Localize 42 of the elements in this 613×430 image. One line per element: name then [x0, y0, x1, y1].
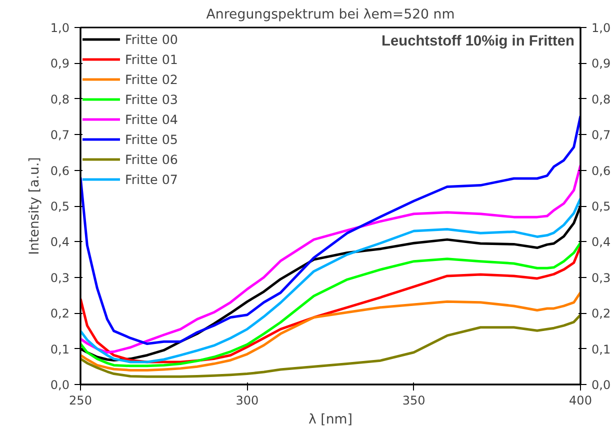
line-series	[80, 314, 580, 378]
x-tick-label: 250	[69, 394, 92, 408]
line-series	[80, 291, 580, 372]
x-tick-label: 300	[236, 394, 259, 408]
legend-label: Fritte 07	[125, 172, 178, 186]
x-tick-label: 400	[569, 394, 592, 408]
legend-label: Fritte 03	[125, 92, 178, 106]
y2-tick-label: 0,6	[592, 164, 611, 178]
y-tick-label: 0,8	[50, 92, 70, 106]
y2-tick-label: 1,0	[592, 21, 611, 35]
y2-tick-label: 0,2	[592, 306, 611, 321]
line-series	[80, 114, 580, 346]
line-series	[80, 164, 580, 354]
y-tick-label: 0,3	[50, 270, 70, 285]
y-axis-title: Intensity [a.u.]	[27, 157, 42, 255]
y-tick-label: 0,0	[50, 378, 70, 392]
y-tick-label: 0,5	[50, 200, 70, 214]
y-tick-label: 0,4	[50, 235, 70, 250]
y2-tick-label: 0,7	[592, 128, 611, 142]
chart-title: Anregungspektrum bei λem=520 nm	[206, 8, 455, 22]
legend-label: Fritte 01	[125, 52, 178, 66]
y-tick-label: 1,0	[50, 21, 70, 35]
y2-tick-label: 0,4	[592, 235, 611, 250]
legend-label: Fritte 06	[125, 152, 178, 166]
y2-tick-label: 0,9	[592, 56, 611, 71]
y2-tick-label: 0,8	[592, 92, 611, 106]
y-tick-label: 0,9	[50, 56, 70, 71]
x-axis-title: λ [nm]	[308, 412, 352, 428]
y2-tick-label: 0,1	[592, 342, 611, 356]
annotation: Leuchtstoff 10%ig in Fritten	[382, 34, 575, 50]
y-tick-label: 0,6	[50, 164, 70, 178]
legend-label: Fritte 02	[125, 72, 178, 86]
x-tick-label: 350	[402, 394, 426, 408]
y-tick-label: 0,7	[50, 128, 70, 142]
y2-tick-label: 0,3	[592, 270, 611, 285]
legend-label: Fritte 05	[125, 132, 178, 146]
y-tick-label: 0,1	[50, 342, 70, 356]
y2-tick-label: 0,5	[592, 200, 611, 214]
legend-label: Fritte 04	[125, 112, 178, 126]
legend-label: Fritte 00	[125, 32, 178, 46]
y-tick-label: 0,2	[50, 306, 70, 321]
y2-tick-label: 0,0	[592, 378, 611, 392]
